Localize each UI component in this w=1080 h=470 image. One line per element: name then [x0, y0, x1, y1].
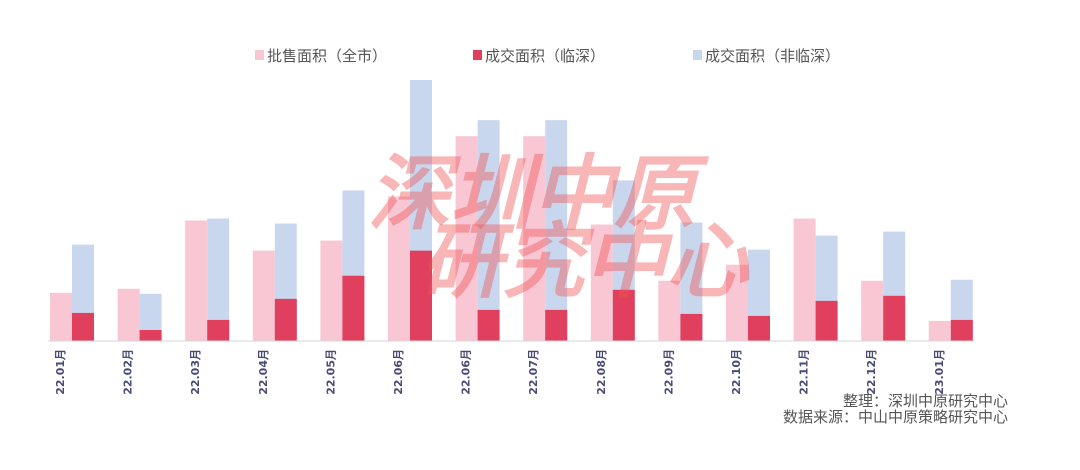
- bar-chengjiao-linshen: [815, 300, 838, 341]
- bar-chengjiao-linshen: [612, 289, 635, 341]
- bar-chengjiao-linshen: [139, 329, 162, 341]
- bar-chengjiao-linshen: [883, 295, 906, 341]
- bar-pifang-quanshi: [185, 220, 208, 341]
- x-tick-label: 22.05月: [324, 349, 337, 395]
- bar-pifang-quanshi: [388, 196, 410, 341]
- x-tick-label: 22.09月: [662, 349, 675, 395]
- bar-pifang-quanshi: [861, 280, 884, 341]
- x-tick-label: 22.11月: [798, 349, 811, 395]
- bar-chengjiao-feilinshen: [477, 120, 500, 342]
- legend-swatch: [255, 50, 264, 60]
- x-tick-label: 22.07月: [527, 349, 540, 395]
- watermark: 深圳中原 研究中心: [368, 147, 750, 310]
- bar-chengjiao-linshen: [342, 275, 365, 341]
- bar-chengjiao-linshen: [410, 250, 432, 341]
- bar-pifang-quanshi: [726, 264, 748, 341]
- legend-swatch: [473, 50, 482, 60]
- x-tick-label: 22.12月: [865, 349, 878, 395]
- bar-chengjiao-linshen: [545, 309, 568, 341]
- x-tick-label: 22.02月: [122, 349, 135, 395]
- bar-pifang-quanshi: [523, 136, 546, 341]
- legend-swatch: [693, 50, 702, 60]
- bar-chengjiao-linshen: [680, 313, 703, 341]
- bar-chengjiao-feilinshen: [545, 120, 568, 342]
- x-axis-ticks: 22.01月 22.02月 22.03月 22.04月 22.05月 22.06月 22.0…: [54, 349, 946, 395]
- x-tick-label: 22.01月: [54, 349, 67, 395]
- bar-pifang-quanshi: [455, 136, 478, 341]
- watermark-line-2: 研究中心: [420, 215, 750, 310]
- bar-chengjiao-linshen: [477, 309, 500, 341]
- bar-pifang-quanshi: [320, 240, 343, 341]
- bar-chengjiao-linshen: [72, 312, 94, 341]
- watermark-line-1: 深圳中原: [368, 147, 710, 242]
- bar-pifang-quanshi: [658, 280, 681, 341]
- legend-label: 批售面积（全市）: [267, 47, 387, 65]
- bar-pifang-quanshi: [252, 250, 275, 341]
- bars-layer: [50, 80, 973, 342]
- bar-chengjiao-linshen: [207, 319, 230, 341]
- bar-chengjiao-linshen: [748, 315, 770, 341]
- x-tick-label: 22.08月: [595, 349, 608, 395]
- bar-pifang-quanshi: [928, 320, 951, 341]
- bar-pifang-quanshi: [590, 224, 613, 341]
- bar-pifang-quanshi: [50, 292, 72, 341]
- x-tick-label: 22.03月: [189, 349, 202, 395]
- bar-chengjiao-feilinshen: [207, 218, 230, 341]
- bar-chengjiao-linshen: [950, 319, 973, 341]
- legend-label: 成交面积（临深）: [485, 47, 605, 65]
- bar-pifang-quanshi: [117, 288, 140, 341]
- legend-label: 成交面积（非临深）: [705, 47, 840, 65]
- x-tick-label: 22.06月: [392, 349, 405, 395]
- source-credit: 整理：深圳中原研究中心: [842, 392, 1008, 410]
- bar-pifang-quanshi: [793, 218, 816, 341]
- x-tick-label: 22.06月: [460, 349, 473, 395]
- x-tick-label: 22.04月: [257, 349, 270, 395]
- source-data: 数据来源：中山中原策略研究中心: [782, 408, 1008, 426]
- bar-chengjiao-feilinshen: [680, 222, 703, 341]
- x-tick-label: 22.10月: [730, 349, 743, 395]
- x-tick-label: 23.01月: [933, 349, 946, 395]
- bar-chengjiao-linshen: [274, 298, 297, 341]
- bar-chengjiao-feilinshen: [139, 293, 162, 341]
- legend: 批售面积（全市） 成交面积（临深） 成交面积（非临深）: [255, 47, 840, 65]
